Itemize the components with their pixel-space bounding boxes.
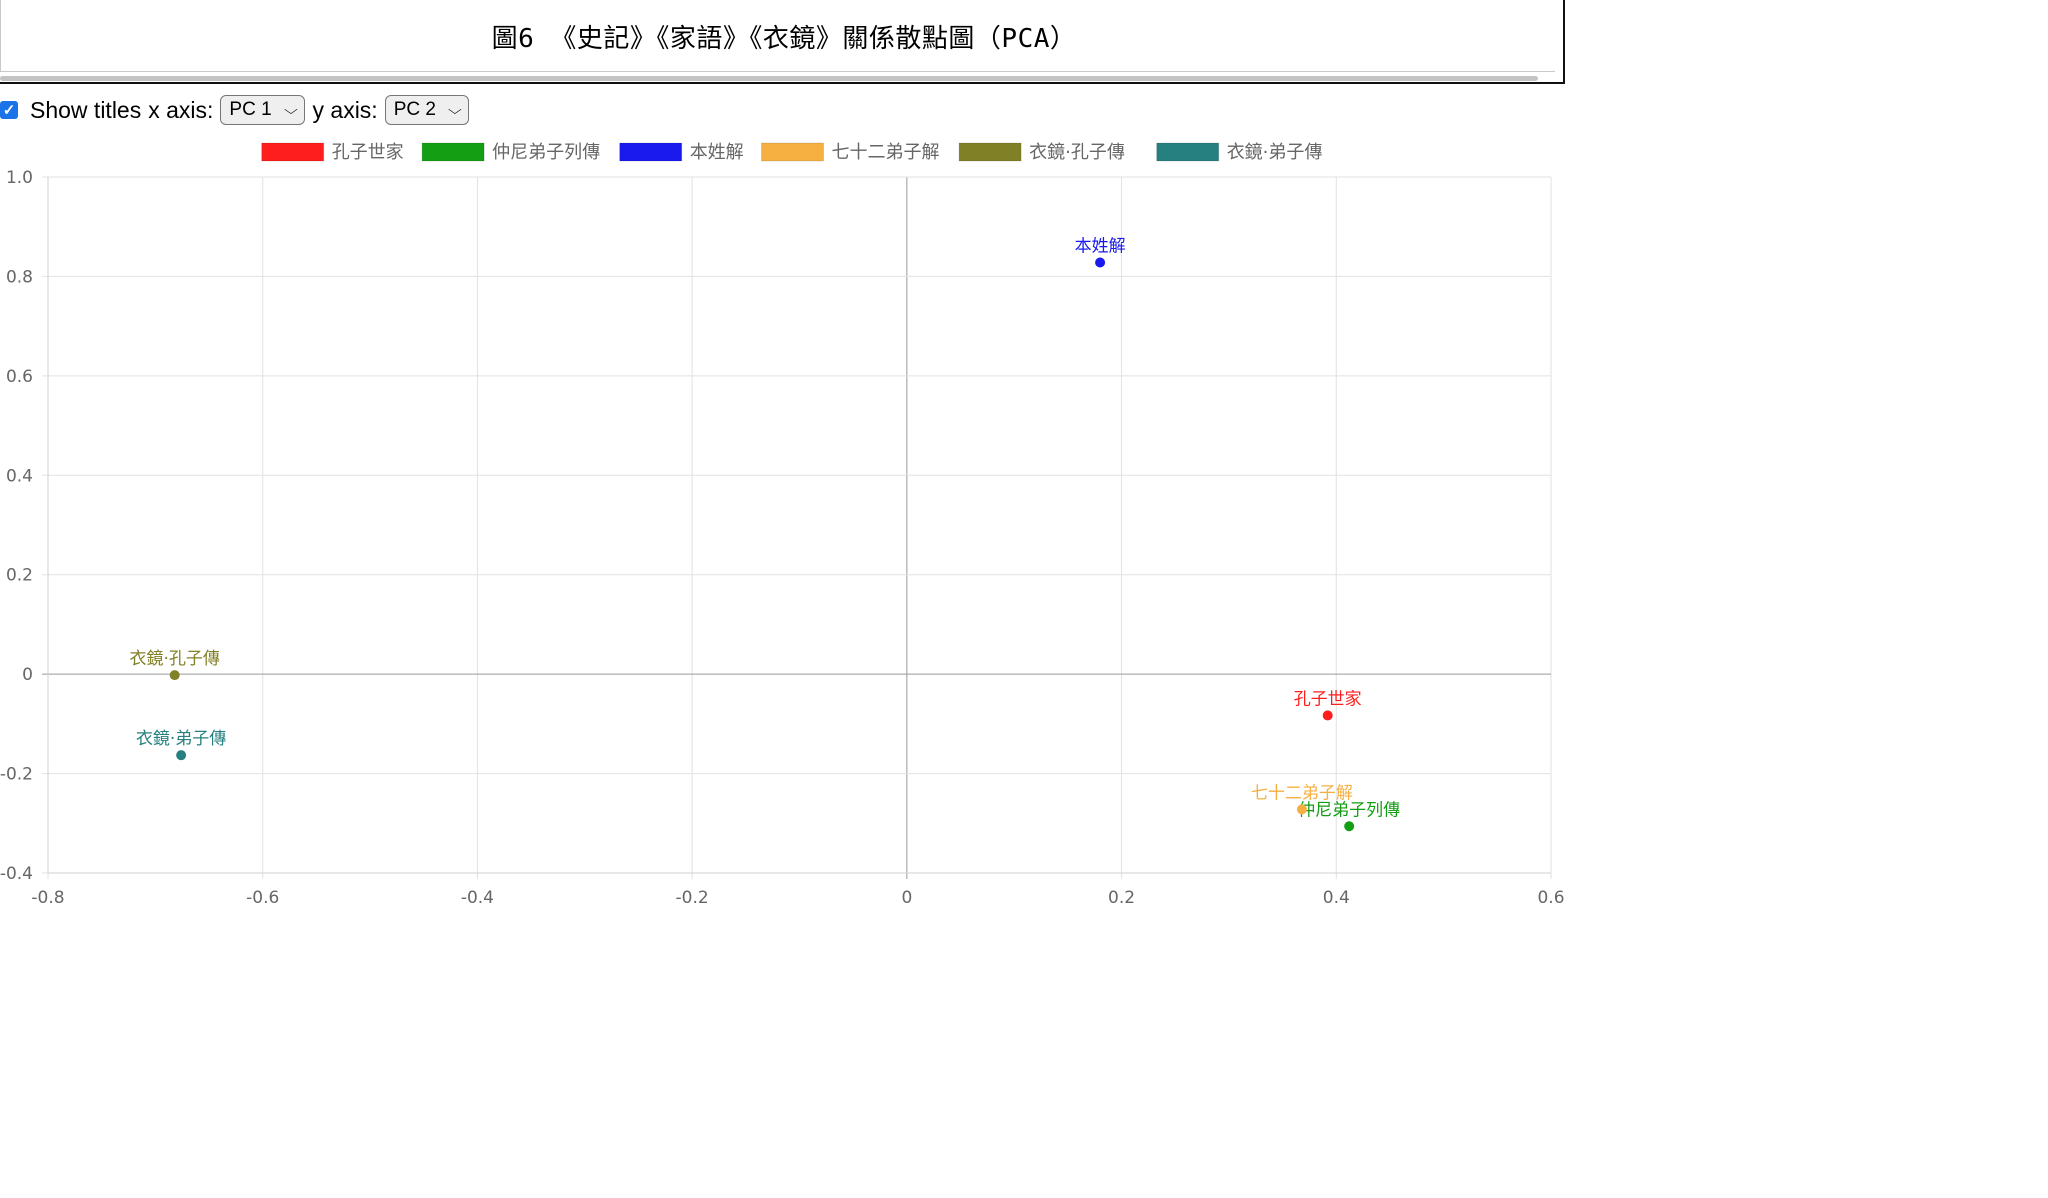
x-axis-select[interactable]: PC 1 ⌵ [220,95,305,125]
legend-label: 衣鏡·弟子傳 [1227,142,1323,163]
legend-swatch [421,142,485,162]
legend-swatch [1156,142,1220,162]
y-tick-label: 0 [22,665,33,685]
legend-label: 仲尼弟子列傳 [492,142,600,163]
y-tick-label: -0.2 [0,765,33,785]
horizontal-scrollbar[interactable] [0,76,1538,81]
y-tick-label: 0.4 [6,466,33,486]
y-tick-label: 0.8 [6,267,33,287]
y-tick-label: 1.0 [6,168,33,188]
data-point-label: 孔子世家 [1294,689,1362,709]
show-titles-checkbox[interactable] [0,101,18,119]
legend-swatch [261,142,325,162]
x-tick-label: 0.6 [1537,888,1564,908]
data-point-label: 衣鏡·弟子傳 [136,729,226,749]
y-axis-select[interactable]: PC 2 ⌵ [384,95,469,125]
chevron-down-icon: ⌵ [283,102,298,117]
data-point-label: 七十二弟子解 [1251,783,1353,803]
legend-label: 衣鏡·孔子傳 [1029,142,1125,163]
scatter-chart: -0.8 -0.6 -0.4 -0.2 0 0.2 0.4 0.6 1.0 0.8 0.6 0.4 0.… [0,142,1565,908]
data-point [1322,710,1333,721]
chart-title-box [0,0,1555,72]
y-axis-selected-value: PC 2 [393,99,436,120]
y-tick-label: 0.2 [6,566,33,586]
x-tick-label: -0.4 [461,888,494,908]
data-point [176,750,187,761]
data-point [169,670,180,681]
data-point-label: 衣鏡·孔子傳 [129,649,219,669]
axis-controls: Show titles x axis: PC 1 ⌵ y axis: PC 2 … [0,92,477,128]
x-tick-label: -0.2 [676,888,709,908]
chevron-down-icon: ⌵ [447,102,462,117]
y-tick-label: 0.6 [6,367,33,387]
legend-swatch [761,142,824,162]
y-axis-select-label: y axis: [312,96,378,123]
x-axis-select-label: x axis: [148,96,214,123]
chart-title: 圖6 《史記》《家語》《衣鏡》關係散點圖（PCA） [491,24,1077,54]
data-point [1296,804,1307,815]
x-tick-label: 0.4 [1323,888,1350,908]
legend-label: 孔子世家 [332,142,404,163]
legend-swatch [958,142,1022,162]
legend-label: 本姓解 [690,142,744,163]
y-tick-label: -0.4 [0,864,33,884]
x-tick-label: 0.2 [1108,888,1135,908]
legend-swatch [619,142,683,162]
data-point-label: 仲尼弟子列傳 [1298,800,1400,820]
x-axis-selected-value: PC 1 [229,99,272,120]
x-tick-label: -0.6 [246,888,279,908]
data-point [1344,821,1355,832]
legend-label: 七十二弟子解 [832,142,940,163]
data-point [1095,257,1106,268]
data-point-label: 本姓解 [1075,237,1126,257]
show-titles-label: Show titles [30,96,142,123]
x-tick-label: 0 [901,888,912,908]
chart-title-frame [0,0,1565,84]
x-tick-label: -0.8 [31,888,64,908]
